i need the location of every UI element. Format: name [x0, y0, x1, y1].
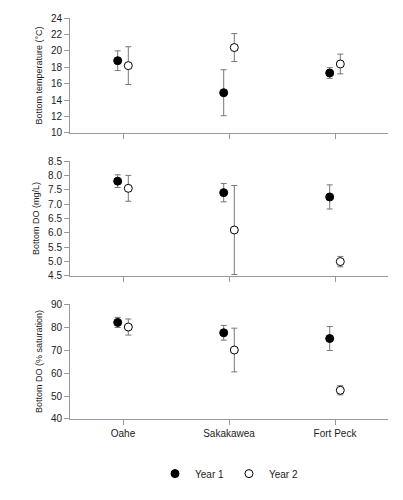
svg-text:5.5: 5.5 — [48, 242, 62, 253]
svg-text:Bottom DO (mg/L): Bottom DO (mg/L) — [31, 182, 41, 255]
svg-text:12: 12 — [51, 111, 63, 122]
svg-text:Bottom temperature (°C): Bottom temperature (°C) — [34, 26, 44, 124]
svg-text:Bottom DO (% saturation): Bottom DO (% saturation) — [34, 310, 44, 413]
svg-text:6.5: 6.5 — [48, 213, 62, 224]
svg-text:90: 90 — [51, 299, 63, 310]
svg-text:20: 20 — [51, 45, 63, 56]
svg-text:Sakakawea: Sakakawea — [203, 428, 255, 439]
svg-text:8.0: 8.0 — [48, 170, 62, 181]
svg-text:16: 16 — [51, 78, 63, 89]
svg-text:Oahe: Oahe — [111, 428, 136, 439]
svg-text:60: 60 — [51, 368, 63, 379]
svg-text:70: 70 — [51, 345, 63, 356]
svg-text:7.5: 7.5 — [48, 184, 62, 195]
svg-text:80: 80 — [51, 322, 63, 333]
svg-text:7.0: 7.0 — [48, 199, 62, 210]
svg-text:18: 18 — [51, 62, 63, 73]
svg-text:Year 1: Year 1 — [195, 469, 224, 480]
svg-text:6.0: 6.0 — [48, 227, 62, 238]
svg-text:Fort Peck: Fort Peck — [314, 428, 358, 439]
svg-text:14: 14 — [51, 95, 63, 106]
svg-text:4.5: 4.5 — [48, 270, 62, 281]
svg-text:22: 22 — [51, 29, 63, 40]
svg-text:Year 2: Year 2 — [269, 469, 298, 480]
svg-text:5.0: 5.0 — [48, 256, 62, 267]
svg-text:8.5: 8.5 — [48, 156, 62, 167]
svg-text:24: 24 — [51, 13, 63, 24]
svg-text:50: 50 — [51, 391, 63, 402]
svg-text:40: 40 — [51, 413, 63, 424]
svg-text:10: 10 — [51, 127, 63, 138]
